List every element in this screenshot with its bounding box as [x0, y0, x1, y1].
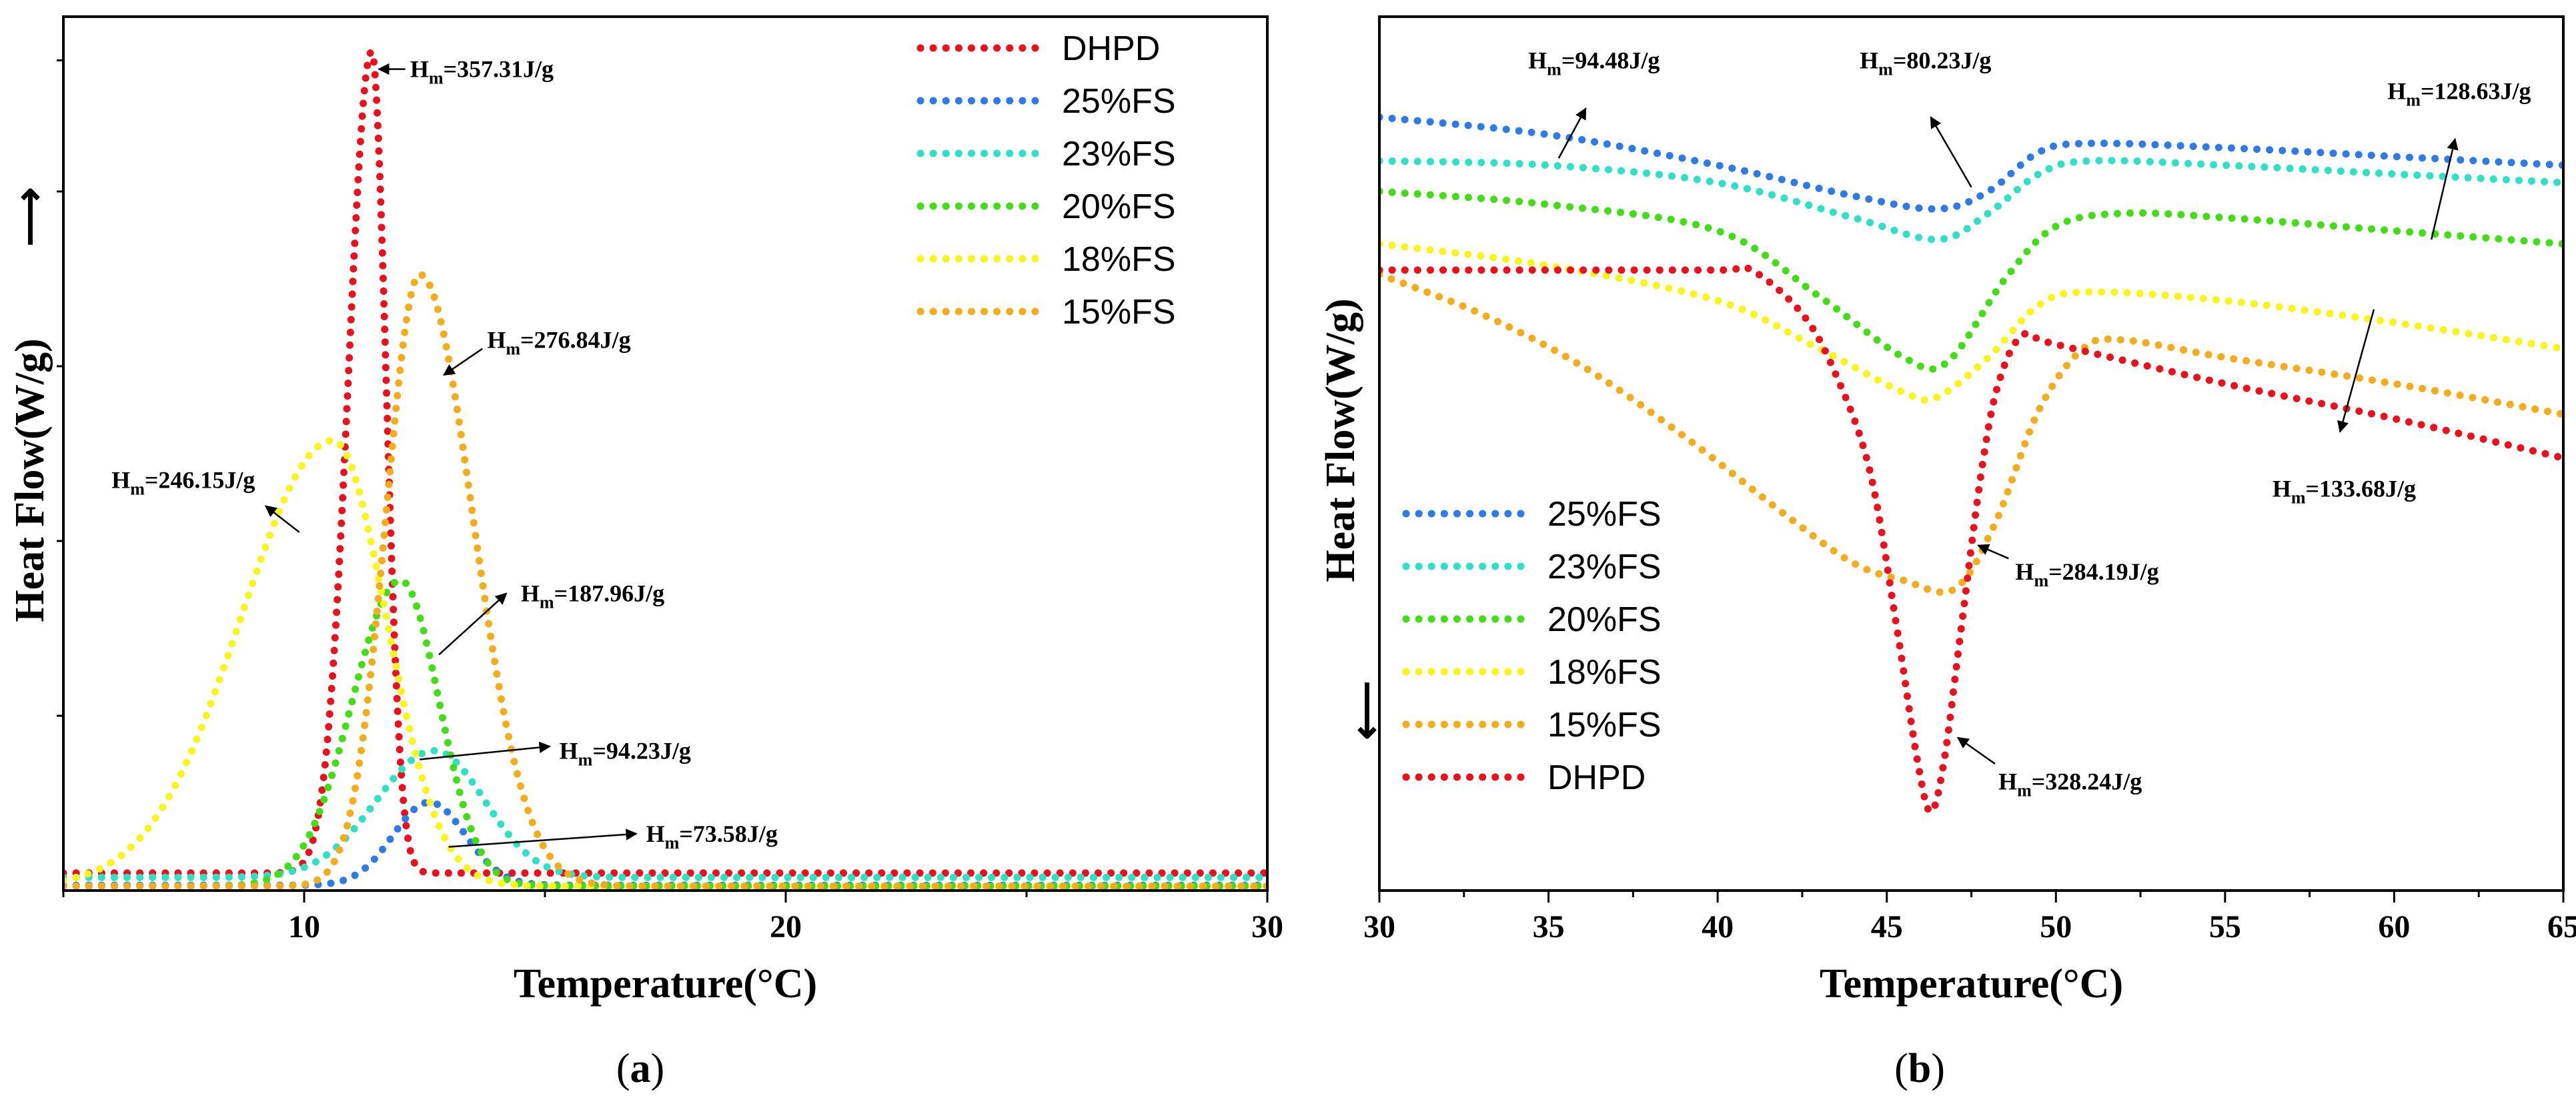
- legend-label: 23%FS: [1062, 135, 1176, 173]
- series-line-15pctfs: [1379, 271, 2563, 596]
- series-line-20pctfs: [63, 576, 1267, 890]
- x-tick-label: 30: [1251, 909, 1283, 945]
- annotation-label: Hm=128.63J/g: [2387, 77, 2531, 109]
- legend-label: 20%FS: [1062, 187, 1176, 226]
- x-axis-title-a: Temperature(°C): [514, 961, 817, 1007]
- annotation-label: Hm=246.15J/g: [111, 466, 255, 498]
- y-axis-title-b: Heat Flow(W/g): [1318, 298, 1363, 582]
- x-tick-label: 10: [288, 909, 320, 945]
- x-tick-label: 65: [2547, 909, 2576, 945]
- annotation-label: Hm=94.23J/g: [560, 737, 691, 769]
- annotation-arrow: [420, 741, 551, 760]
- legend-label: 20%FS: [1547, 600, 1662, 639]
- annotations-b: Hm=94.48J/g Hm=80.23J/g Hm=128.63J/g Hm=133…: [1528, 47, 2531, 800]
- annotation-label: Hm=80.23J/g: [1860, 47, 1991, 79]
- panel-label-a: (a): [616, 1046, 664, 1091]
- series-line-18pctfs: [63, 436, 1267, 890]
- annotation-label: Hm=276.84J/g: [487, 327, 630, 359]
- annotation-arrow: [1977, 544, 2009, 560]
- legend-label: 15%FS: [1547, 706, 1662, 744]
- ticks-b: 30 35 40 45 50 55 60 65: [1363, 891, 2576, 945]
- legend-label: 18%FS: [1062, 240, 1176, 279]
- x-axis-title-b: Temperature(°C): [1820, 961, 2123, 1007]
- series-line-dhpd: [63, 46, 1267, 877]
- series-line-20pctfs: [1379, 187, 2563, 373]
- annotation-label: Hm=357.31J/g: [410, 56, 554, 88]
- x-tick-label: 55: [2209, 909, 2241, 945]
- legend-label: 25%FS: [1062, 82, 1176, 121]
- chart-panel-a: 10 20 30 Temperature(°C) Heat Flow(W/g) ⟶ …: [7, 15, 1283, 1091]
- x-tick-label: 60: [2378, 909, 2410, 945]
- legend-label: 23%FS: [1547, 548, 1662, 586]
- annotation-arrow: [1930, 116, 1972, 188]
- legend-label: 18%FS: [1547, 653, 1662, 692]
- legend-label: 25%FS: [1547, 495, 1662, 534]
- x-tick-label: 40: [1702, 909, 1734, 945]
- legend-label: 15%FS: [1062, 293, 1176, 332]
- plot-area-a: [63, 46, 1267, 890]
- annotation-label: Hm=133.68J/g: [2273, 475, 2416, 507]
- annotation-arrow: [448, 829, 638, 848]
- legend-label: DHPD: [1547, 758, 1646, 797]
- annotation-arrow: [442, 348, 483, 376]
- annotation-label: Hm=284.19J/g: [2015, 558, 2158, 590]
- y-axis-arrow-b: ⟶: [1345, 681, 1390, 740]
- plot-area-b: [1379, 113, 2563, 816]
- series-line-18pctfs: [1379, 240, 2563, 404]
- annotation-arrow: [1956, 736, 1996, 765]
- legend-b: 25%FS 23%FS 20%FS 18%FS 15%FS DHPD: [1402, 495, 1662, 797]
- x-tick-label: 35: [1533, 909, 1565, 945]
- x-tick-label: 30: [1363, 909, 1395, 945]
- x-tick-label: 50: [2040, 909, 2072, 945]
- series-line-dhpd: [1379, 263, 2563, 816]
- annotation-arrow: [438, 592, 508, 656]
- annotation-label: Hm=187.96J/g: [521, 580, 664, 612]
- panel-label-b: (b): [1894, 1046, 1945, 1091]
- chart-panel-b: 30 35 40 45 50 55 60 65 Temperature(°C) Heat Fl…: [1318, 15, 2576, 1091]
- x-tick-label: 45: [1871, 909, 1903, 945]
- ticks-a: 10 20 30: [57, 59, 1283, 945]
- x-tick-label: 20: [770, 909, 802, 945]
- series-line-25pctfs: [1379, 113, 2563, 213]
- y-axis-title-a: Heat Flow(W/g): [7, 338, 53, 622]
- series-line-23pctfs: [1379, 157, 2563, 243]
- plot-frame-a: [62, 15, 1269, 892]
- annotation-arrow: [1557, 107, 1587, 159]
- annotation-label: Hm=73.58J/g: [646, 820, 778, 853]
- annotation-arrow: [2430, 137, 2459, 240]
- series-line-15pctfs: [63, 270, 1267, 890]
- annotation-arrow: [264, 505, 300, 533]
- annotation-label: Hm=328.24J/g: [1998, 768, 2142, 800]
- annotation-label: Hm=94.48J/g: [1528, 47, 1660, 79]
- series-line-23pctfs: [63, 746, 1267, 881]
- legend-a: DHPD 25%FS 23%FS 20%FS 18%FS 15%FS: [916, 29, 1176, 332]
- legend-label: DHPD: [1062, 29, 1160, 68]
- annotations-a: Hm=357.31J/g Hm=276.84J/g Hm=246.15J/g Hm=1…: [111, 56, 778, 853]
- y-axis-arrow-a: ⟶: [7, 187, 53, 247]
- annotation-arrow: [2337, 309, 2375, 433]
